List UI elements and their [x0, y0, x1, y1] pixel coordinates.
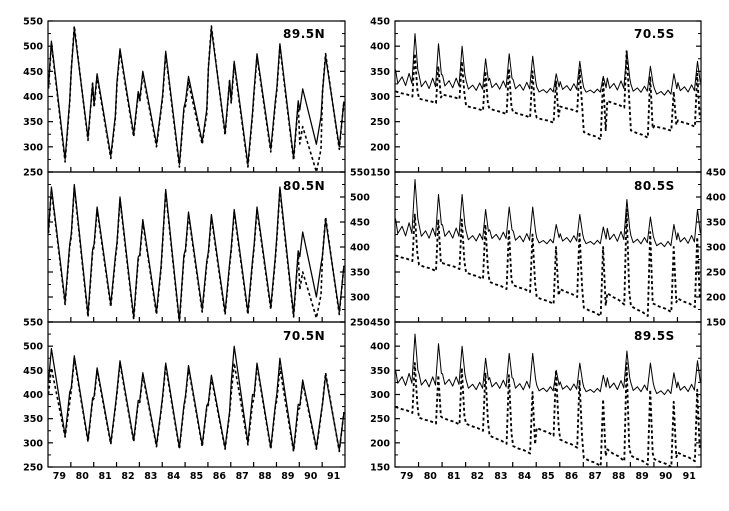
svg-text:84: 84 [167, 471, 181, 482]
panel-label-89-5n: 89.5N [283, 27, 326, 41]
svg-text:250: 250 [350, 318, 370, 329]
panel-label-70-5n: 70.5N [283, 329, 326, 343]
svg-text:450: 450 [370, 17, 390, 28]
svg-text:85: 85 [190, 471, 203, 482]
svg-text:400: 400 [350, 243, 370, 254]
svg-text:200: 200 [370, 142, 390, 153]
svg-text:86: 86 [213, 471, 227, 482]
svg-text:250: 250 [370, 414, 390, 425]
svg-text:500: 500 [23, 42, 43, 53]
svg-text:84: 84 [518, 471, 532, 482]
svg-text:81: 81 [447, 471, 460, 482]
panel-label-80-5s: 80.5S [634, 179, 675, 193]
svg-text:88: 88 [612, 471, 626, 482]
svg-text:87: 87 [236, 471, 249, 482]
panel-label-89-5s: 89.5S [634, 329, 675, 343]
svg-text:250: 250 [706, 268, 726, 279]
svg-text:89: 89 [281, 471, 294, 482]
svg-text:450: 450 [706, 168, 726, 179]
svg-text:150: 150 [706, 318, 726, 329]
svg-text:79: 79 [400, 471, 413, 482]
svg-text:400: 400 [23, 92, 43, 103]
svg-text:550: 550 [350, 168, 370, 179]
svg-text:91: 91 [683, 471, 696, 482]
svg-text:250: 250 [370, 117, 390, 128]
svg-text:350: 350 [350, 268, 370, 279]
panel-label-80-5n: 80.5N [283, 179, 326, 193]
svg-text:450: 450 [23, 67, 43, 78]
svg-text:350: 350 [23, 117, 43, 128]
svg-text:83: 83 [144, 471, 157, 482]
svg-text:350: 350 [23, 414, 43, 425]
svg-text:88: 88 [258, 471, 272, 482]
svg-text:450: 450 [350, 218, 370, 229]
svg-text:550: 550 [23, 17, 43, 28]
svg-text:450: 450 [370, 318, 390, 329]
svg-text:200: 200 [706, 293, 726, 304]
svg-text:350: 350 [370, 366, 390, 377]
svg-text:82: 82 [471, 471, 484, 482]
svg-text:550: 550 [23, 318, 43, 329]
svg-text:300: 300 [23, 438, 43, 449]
svg-text:400: 400 [370, 42, 390, 53]
panel-label-70-5s: 70.5S [634, 27, 675, 41]
svg-text:80: 80 [76, 471, 90, 482]
svg-text:150: 150 [370, 463, 390, 474]
svg-text:80: 80 [424, 471, 438, 482]
svg-text:500: 500 [350, 193, 370, 204]
svg-text:400: 400 [23, 390, 43, 401]
svg-text:300: 300 [350, 293, 370, 304]
svg-text:300: 300 [370, 92, 390, 103]
svg-text:500: 500 [23, 342, 43, 353]
svg-text:150: 150 [370, 168, 390, 179]
svg-text:81: 81 [98, 471, 111, 482]
svg-text:350: 350 [706, 218, 726, 229]
svg-text:91: 91 [327, 471, 340, 482]
svg-text:250: 250 [23, 463, 43, 474]
svg-text:85: 85 [541, 471, 554, 482]
svg-text:250: 250 [23, 168, 43, 179]
svg-text:400: 400 [706, 193, 726, 204]
svg-text:350: 350 [370, 67, 390, 78]
svg-text:300: 300 [370, 390, 390, 401]
svg-text:200: 200 [370, 438, 390, 449]
svg-text:83: 83 [494, 471, 507, 482]
svg-text:90: 90 [659, 471, 673, 482]
svg-text:79: 79 [53, 471, 66, 482]
svg-text:82: 82 [121, 471, 134, 482]
svg-text:90: 90 [304, 471, 318, 482]
svg-text:450: 450 [23, 366, 43, 377]
svg-text:300: 300 [706, 243, 726, 254]
svg-text:89: 89 [636, 471, 649, 482]
svg-text:400: 400 [370, 342, 390, 353]
svg-text:86: 86 [565, 471, 579, 482]
svg-text:87: 87 [588, 471, 601, 482]
svg-text:300: 300 [23, 142, 43, 153]
